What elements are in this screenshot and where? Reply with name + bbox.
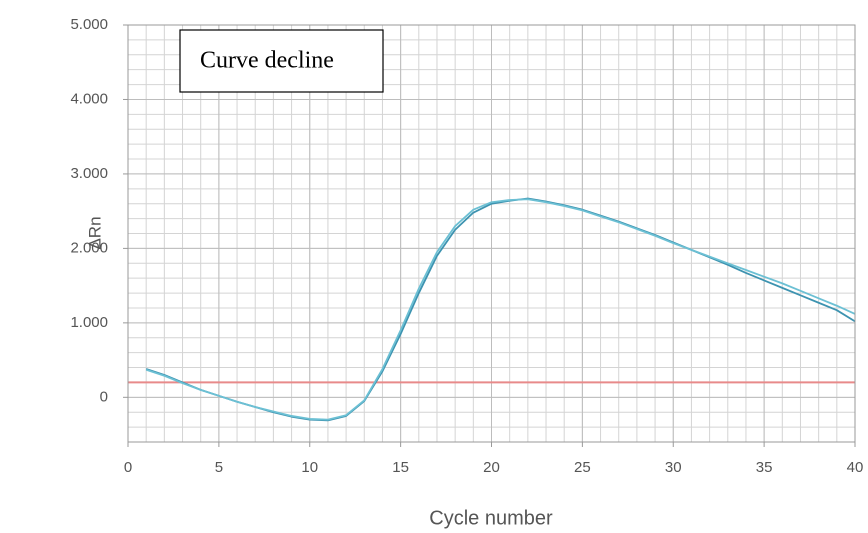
x-axis-label: Cycle number — [429, 507, 553, 529]
x-tick-label: 10 — [301, 459, 318, 476]
y-tick-label: 0 — [100, 388, 108, 405]
x-tick-label: 35 — [756, 459, 773, 476]
y-tick-label: 5.000 — [70, 16, 108, 33]
y-tick-label: 4.000 — [70, 90, 108, 107]
curve — [145, 198, 856, 421]
curve — [145, 197, 856, 422]
x-tick-label: 40 — [847, 459, 864, 476]
x-tick-label: 30 — [665, 459, 682, 476]
annotation-box — [179, 29, 384, 93]
x-tick-label: 5 — [215, 459, 223, 476]
x-tick-label: 0 — [124, 459, 132, 476]
y-axis-label: ΔRn — [85, 216, 104, 249]
x-tick-label: 25 — [574, 459, 591, 476]
y-tick-label: 2.000 — [70, 239, 108, 256]
y-tick-label: 3.000 — [70, 165, 108, 182]
y-tick-label: 1.000 — [70, 314, 108, 331]
x-tick-label: 15 — [392, 459, 409, 476]
grid — [127, 24, 856, 443]
plot — [128, 197, 856, 422]
x-tick-label: 20 — [483, 459, 500, 476]
annotation: Curve decline — [200, 48, 334, 74]
